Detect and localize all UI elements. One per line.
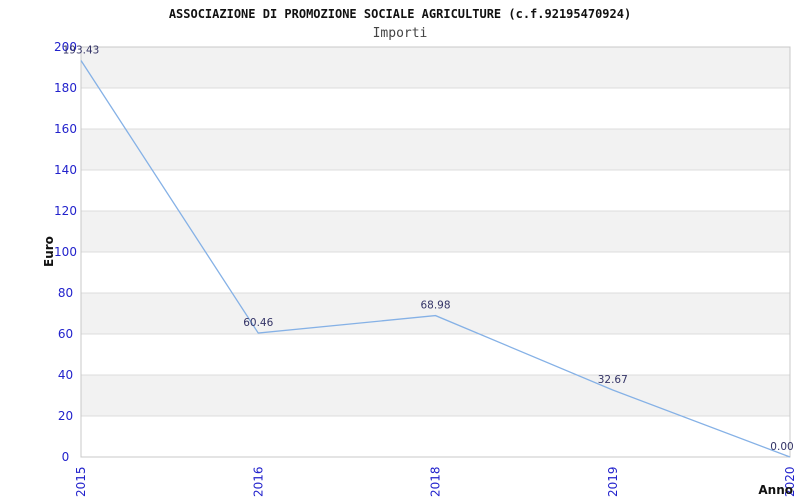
data-point-labels: 193.43 60.46 68.98 32.67 0.00 (63, 44, 794, 453)
svg-text:60: 60 (58, 327, 73, 341)
svg-text:2020: 2020 (783, 466, 797, 497)
line-series (80, 60, 791, 458)
chart-subtitle: Importi (372, 26, 428, 41)
svg-text:40: 40 (58, 368, 73, 382)
svg-text:193.43: 193.43 (63, 44, 100, 56)
svg-text:120: 120 (54, 204, 77, 218)
grid-bands (81, 47, 790, 416)
y-tick-labels: 0 20 40 60 80 100 120 140 160 180 200 (54, 40, 77, 464)
svg-text:2016: 2016 (251, 466, 265, 497)
svg-text:2018: 2018 (429, 466, 443, 497)
svg-text:2019: 2019 (606, 466, 620, 497)
plot-border (80, 46, 791, 458)
svg-text:0.00: 0.00 (770, 441, 793, 453)
svg-text:140: 140 (54, 163, 77, 177)
x-axis-title: Anno (758, 483, 793, 497)
gridlines (81, 87, 790, 417)
x-tick-labels: 2015 2016 2018 2019 2020 (74, 466, 797, 497)
svg-text:60.46: 60.46 (243, 317, 273, 329)
svg-text:200: 200 (54, 40, 77, 54)
svg-text:180: 180 (54, 81, 77, 95)
y-axis-title: Euro (42, 236, 56, 267)
svg-text:80: 80 (58, 286, 73, 300)
svg-text:2015: 2015 (74, 466, 88, 497)
svg-text:160: 160 (54, 122, 77, 136)
svg-text:0: 0 (62, 450, 70, 464)
svg-text:20: 20 (58, 409, 73, 423)
svg-text:68.98: 68.98 (420, 300, 450, 312)
svg-text:32.67: 32.67 (598, 374, 628, 386)
chart-title: ASSOCIAZIONE DI PROMOZIONE SOCIALE AGRIC… (168, 7, 632, 21)
svg-text:100: 100 (54, 245, 77, 259)
